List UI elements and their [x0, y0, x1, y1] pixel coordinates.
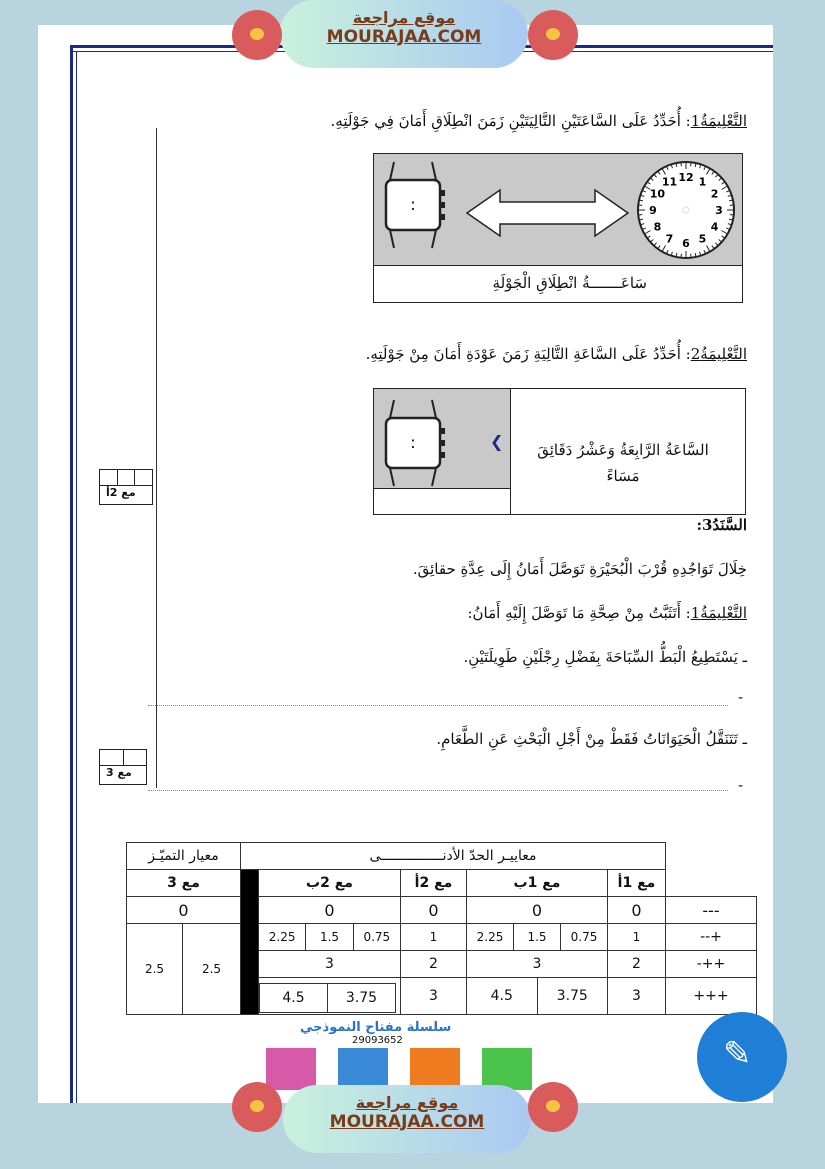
- grade-box-3: مع 3: [99, 749, 147, 785]
- sanad-3-title: السَّنَدُ3:: [696, 516, 747, 534]
- caption-box: سَاعَـــــــةُ انْطِلَاقِ الْجَوْلَةِ: [373, 265, 743, 303]
- bottom-banner[interactable]: موقع مراجعة MOURAJAA.COM: [283, 1085, 531, 1153]
- col-c2a: مع 2أ: [400, 869, 467, 897]
- top-banner[interactable]: موقع مراجعة MOURAJAA.COM: [280, 0, 528, 68]
- clock-number: 6: [682, 237, 690, 250]
- time-text-box: السَّاعَةُ الرَّابِعَةُ وَعَشْرُ دَقَائِ…: [510, 388, 746, 515]
- row-label: ---: [665, 896, 757, 924]
- clock-number: 1: [699, 175, 707, 188]
- sanad-3-instruction: التَّعْلِيمَةُ1: أَتَثَبَّتُ مِنْ صِحَّة…: [467, 604, 747, 622]
- clock-number: 8: [654, 221, 662, 234]
- col-c1a: مع 1أ: [607, 869, 666, 897]
- minimum-header: معاييـر الحدّ الأدنـــــــــــــــى: [240, 842, 666, 870]
- ad-phone: 29093652: [352, 1035, 403, 1046]
- excellence-header: معيار التميّـز: [126, 842, 241, 870]
- clock-number: 4: [711, 221, 719, 234]
- site-logo: [528, 1082, 578, 1132]
- clock-number: 10: [650, 188, 666, 201]
- digital-watch-icon: :: [384, 161, 445, 249]
- answer-line-2[interactable]: [148, 790, 728, 791]
- answer-dash-1: -: [738, 688, 744, 706]
- margin-line: [156, 128, 157, 788]
- site-logo: [232, 10, 282, 60]
- digital-watch-icon: :: [384, 399, 445, 487]
- answer-line-1[interactable]: [148, 705, 728, 706]
- pencil-icon: ✎: [723, 1034, 752, 1074]
- instruction-2-text: : أُحَدِّدُ عَلَى السَّاعَةِ التَّالِيَة…: [365, 345, 691, 363]
- answer-dash-2: -: [738, 776, 744, 794]
- clock-number: 7: [666, 233, 674, 246]
- col-c3: مع 3: [126, 869, 241, 897]
- instruction-2: التَّعْلِيمَةُ2: أُحَدِّدُ عَلَى السَّاع…: [366, 345, 747, 363]
- left-border-inner: [76, 51, 77, 1103]
- sanad-3-text: خِلَالَ تَوَاجُدِهِ قُرْبَ الْبُحَيْرَةِ…: [412, 560, 747, 578]
- criteria-table: معيار التميّـز معاييـر الحدّ الأدنـــــــ…: [126, 842, 757, 1015]
- clock-number: 3: [715, 204, 723, 217]
- col-c1b: مع 1ب: [466, 869, 608, 897]
- instruction-2-label: التَّعْلِيمَةُ2: [690, 345, 747, 363]
- black-separator: [240, 869, 259, 1015]
- clock-number: 2: [711, 188, 719, 201]
- double-arrow-icon: [465, 188, 630, 238]
- svg-text::: :: [410, 433, 415, 452]
- edit-pencil-button[interactable]: ✎: [697, 1012, 787, 1102]
- clock-number: 5: [699, 233, 707, 246]
- instruction-1-text: : أُحَدِّدُ عَلَى السَّاعَتَيْنِ التَّال…: [330, 112, 691, 130]
- clock-number: 11: [662, 175, 677, 188]
- book-covers: [266, 1048, 532, 1090]
- clock-number: 12: [678, 171, 693, 184]
- fact-2: ـ تَتَنَقَّلُ الْحَيَوَانَاتُ فَقَطْ مِن…: [436, 730, 747, 748]
- site-logo: [528, 10, 578, 60]
- site-logo: [232, 1082, 282, 1132]
- answer-box[interactable]: [373, 488, 511, 515]
- arrow-left-icon: ❮: [490, 432, 504, 451]
- grade-box-2a: مع 2أ: [99, 469, 153, 505]
- time-text: السَّاعَةُ الرَّابِعَةُ وَعَشْرُ دَقَائِ…: [537, 441, 709, 485]
- instruction-1-label: التَّعْلِيمَةُ1: [690, 112, 747, 130]
- caption-text: سَاعَـــــــةُ انْطِلَاقِ الْجَوْلَةِ: [492, 274, 647, 292]
- col-c2b: مع 2ب: [258, 869, 401, 897]
- left-border: [70, 45, 73, 1103]
- ad-title: سلسلة مفتاح النموذجي: [300, 1020, 452, 1035]
- fact-1: ـ يَسْتَطِيعُ الْبَطُّ السِّبَاحَةَ بِفَ…: [463, 648, 747, 666]
- svg-text::: :: [410, 195, 415, 214]
- clock-number: 9: [649, 204, 657, 217]
- instruction-1: التَّعْلِيمَةُ1: أُحَدِّدُ عَلَى السَّاع…: [331, 112, 747, 130]
